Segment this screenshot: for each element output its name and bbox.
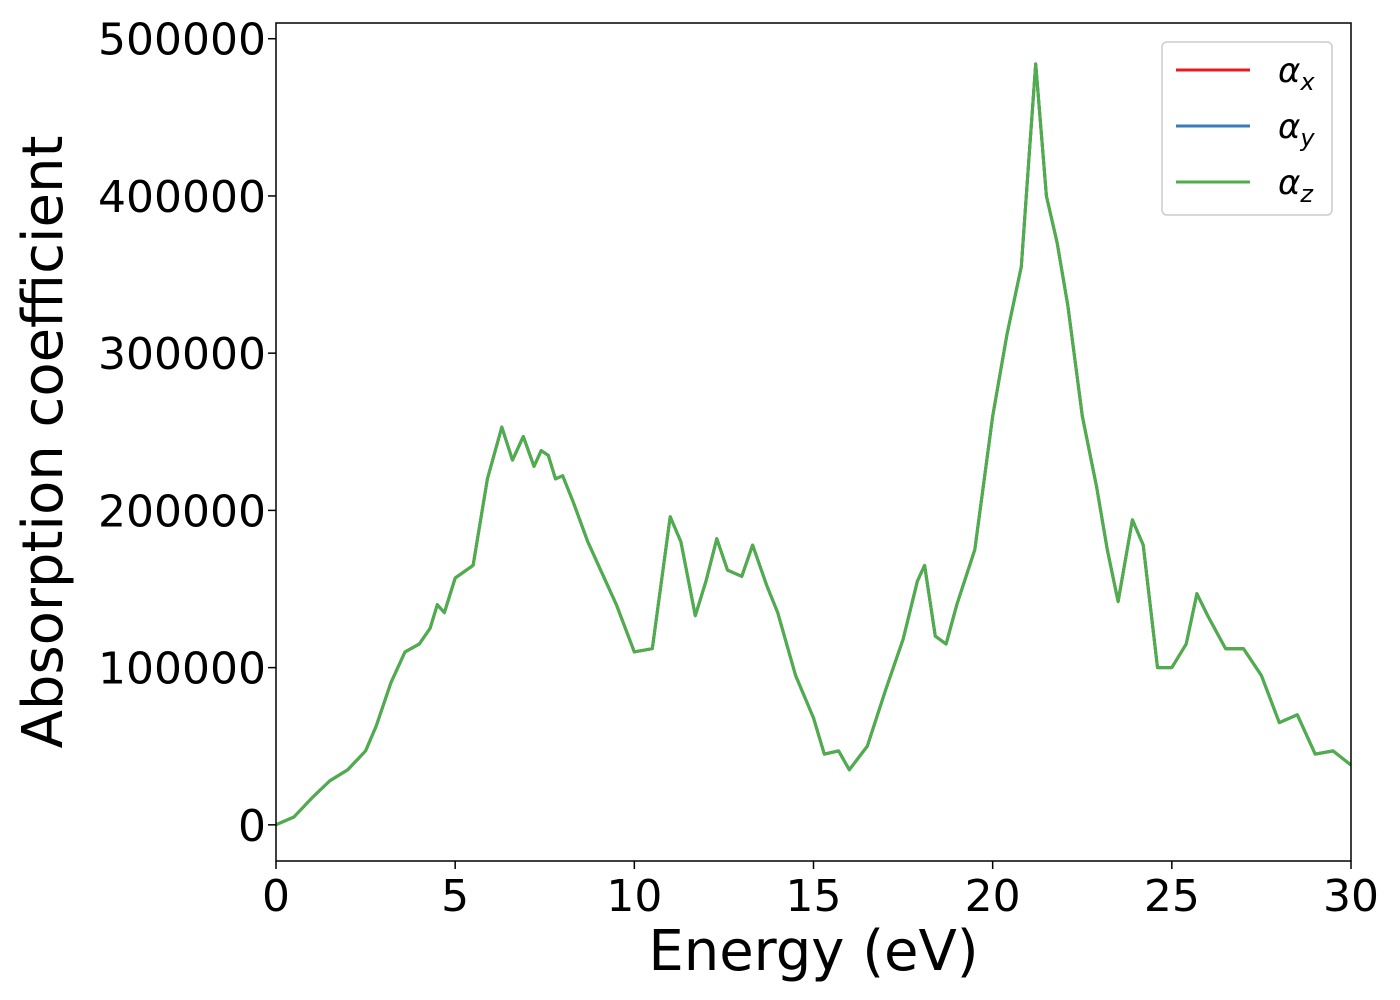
x-tick-label: 15 — [786, 871, 842, 922]
y-axis-ticks: 0 100000 200000 300000 400000 500000 — [98, 15, 276, 852]
legend-label-z: αz — [1278, 163, 1314, 208]
plot-lines — [276, 62, 1351, 827]
x-tick-label: 10 — [606, 871, 662, 922]
y-tick-label: 500000 — [98, 15, 266, 66]
series-line-z — [276, 62, 1351, 827]
y-tick-label: 200000 — [98, 486, 266, 537]
x-tick-label: 5 — [441, 871, 469, 922]
x-tick-label: 30 — [1323, 871, 1379, 922]
legend-box — [1161, 41, 1333, 216]
legend-label-y: αy — [1278, 107, 1315, 152]
y-axis-label: Absorption coefficient — [11, 136, 76, 749]
y-tick-label: 300000 — [98, 329, 266, 380]
x-axis-ticks: 0 5 10 15 20 25 30 — [262, 861, 1379, 922]
y-tick-label: 400000 — [98, 172, 266, 223]
y-tick-label: 0 — [238, 801, 266, 852]
y-tick-label: 100000 — [98, 644, 266, 695]
x-axis-label: Energy (eV) — [648, 919, 978, 984]
x-tick-label: 20 — [965, 871, 1021, 922]
legend-label-x: αx — [1278, 51, 1315, 96]
legend: αx αy αz — [1161, 41, 1333, 216]
x-tick-label: 25 — [1144, 871, 1200, 922]
x-tick-label: 0 — [262, 871, 290, 922]
